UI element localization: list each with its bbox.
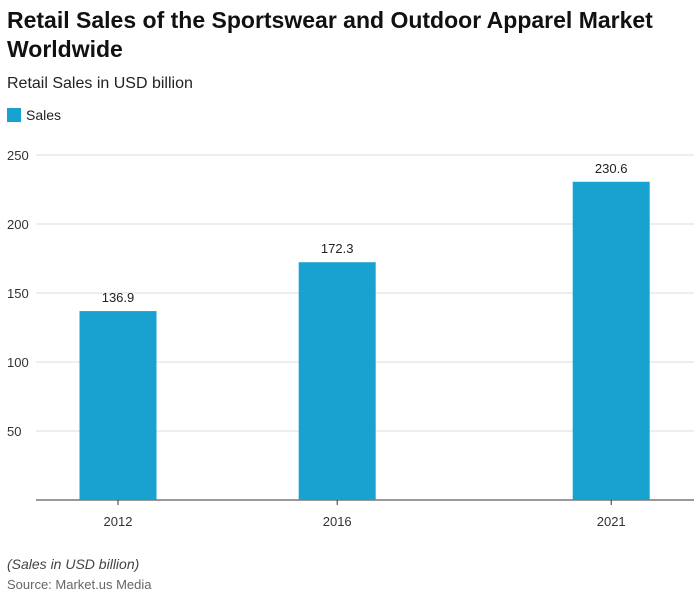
chart-title: Retail Sales of the Sportswear and Outdo… bbox=[7, 7, 653, 62]
bar bbox=[79, 311, 157, 500]
chart-source: Source: Market.us Media bbox=[7, 577, 152, 592]
y-tick-label: 50 bbox=[7, 424, 21, 439]
y-tick-label: 250 bbox=[7, 148, 29, 163]
x-tick-label: 2021 bbox=[597, 514, 626, 529]
legend: Sales bbox=[7, 107, 61, 123]
y-tick-label: 200 bbox=[7, 217, 29, 232]
x-tick-label: 2012 bbox=[104, 514, 133, 529]
bar bbox=[298, 262, 376, 500]
x-tick-label: 2016 bbox=[323, 514, 352, 529]
y-tick-label: 150 bbox=[7, 286, 29, 301]
data-label: 136.9 bbox=[102, 290, 135, 305]
legend-swatch bbox=[7, 108, 21, 122]
chart-subtitle: Retail Sales in USD billion bbox=[7, 75, 193, 92]
bar bbox=[572, 181, 650, 500]
data-label: 230.6 bbox=[595, 161, 628, 176]
y-tick-label: 100 bbox=[7, 355, 29, 370]
chart-note: (Sales in USD billion) bbox=[7, 556, 140, 572]
data-label: 172.3 bbox=[321, 241, 354, 256]
legend-label: Sales bbox=[26, 107, 62, 123]
